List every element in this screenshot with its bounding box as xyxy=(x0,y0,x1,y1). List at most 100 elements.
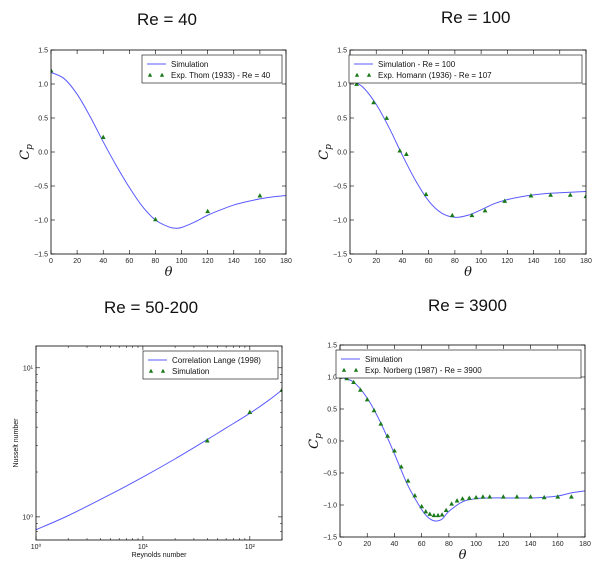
chart-0-data-point xyxy=(257,193,263,198)
chart-0-yaxis-label: Cp xyxy=(18,144,35,160)
chart-0-xtick-label: 100 xyxy=(176,258,188,265)
chart-1-data-point xyxy=(548,192,553,197)
chart-0: 0 20 40 60 80 100 120 140 160 180 −1.5 −1.0 −0.5 0.0 0… xyxy=(18,48,292,281)
chart-3-legend-marker-swatch xyxy=(341,367,347,372)
chart-3-data-point xyxy=(555,494,561,499)
chart-3-data-point xyxy=(412,493,418,498)
chart-3-legend-box xyxy=(335,349,582,379)
chart-3-xtick-label: 160 xyxy=(552,541,564,548)
chart-1-xtick-label: 140 xyxy=(528,258,540,265)
chart-1-ytick-label: −1.0 xyxy=(333,218,347,225)
chart-3-series-line xyxy=(340,376,585,522)
chart-3-data-point xyxy=(392,448,397,453)
chart-0-xaxis-label: θ xyxy=(165,265,173,280)
chart-3-yaxis-label-subscript: p xyxy=(314,433,324,439)
chart-3-ytick-label: 0.5 xyxy=(327,407,337,414)
chart-3-xtick-label: 140 xyxy=(525,541,537,548)
chart-1-plot-area xyxy=(350,77,586,218)
chart-1-xtick-label: 80 xyxy=(451,258,459,265)
chart-2-legend-entry: Simulation xyxy=(172,367,209,376)
chart-0-legend-marker-swatch xyxy=(159,72,165,77)
chart-3-data-point xyxy=(449,501,455,506)
chart-3-yaxis-label: Cp xyxy=(307,433,324,449)
chart-1-legend-box xyxy=(348,54,583,84)
chart-0-ytick-label: 1.5 xyxy=(38,48,48,55)
chart-0-legend-entry: Exp. Thom (1933) - Re = 40 xyxy=(171,71,271,80)
chart-0-ytick-label: 0.0 xyxy=(38,150,48,157)
chart-1-data-point xyxy=(384,115,390,120)
chart-3-data-point xyxy=(358,387,363,392)
chart-0-legend-marker-swatch xyxy=(147,72,153,77)
chart-0-ytick-label: −1.5 xyxy=(34,252,48,259)
chart-3-data-point xyxy=(431,512,437,518)
chart-2-plot-area xyxy=(36,387,282,531)
chart-3-xtick-label: 60 xyxy=(418,541,426,548)
chart-0-xtick-label: 160 xyxy=(254,258,266,265)
chart-3-data-point xyxy=(541,494,547,500)
chart-1-xtick-label: 40 xyxy=(399,258,407,265)
chart-2-data-point xyxy=(204,438,210,443)
chart-3-plot-area xyxy=(340,374,585,522)
chart-3-data-point xyxy=(454,498,460,503)
chart-3-data-point xyxy=(398,464,404,469)
chart-3-xtick-label: 120 xyxy=(497,541,509,548)
chart-3-xtick-label: 180 xyxy=(579,541,591,548)
chart-0-series-line xyxy=(51,71,286,229)
chart-3-xaxis-label: θ xyxy=(459,548,467,563)
chart-2-legend-box xyxy=(142,350,279,380)
chart-2-xtick-label: 10² xyxy=(245,544,256,551)
chart-3-data-point xyxy=(480,494,486,499)
chart-2-ytick-label: 10⁰ xyxy=(22,513,33,521)
chart-3-xtick-label: 40 xyxy=(391,541,399,548)
chart-1-yaxis-label-subscript: p xyxy=(324,144,334,150)
chart-1-legend-marker-swatch xyxy=(366,72,372,77)
chart-0-xtick-label: 0 xyxy=(49,258,53,265)
chart-title-re3900: Re = 3900 xyxy=(428,296,507,315)
chart-1-ytick-label: 1.0 xyxy=(337,82,347,89)
chart-0-xtick-label: 140 xyxy=(228,258,240,265)
chart-3-legend-entry: Exp. Norberg (1987) - Re = 3900 xyxy=(365,366,482,375)
chart-3-data-point xyxy=(351,379,357,385)
chart-3-data-point xyxy=(466,495,472,500)
chart-1-data-point xyxy=(482,208,488,213)
chart-3-ytick-label: 1.5 xyxy=(327,343,337,350)
chart-1-data-point xyxy=(403,151,409,156)
chart-1-data-point xyxy=(502,198,508,203)
chart-3-data-point xyxy=(443,507,449,513)
chart-0-xtick-label: 40 xyxy=(99,258,107,265)
chart-1-data-point xyxy=(583,193,586,199)
chart-3-data-point xyxy=(500,494,506,499)
chart-1-ytick-label: −1.5 xyxy=(333,252,347,259)
chart-3-data-point xyxy=(364,397,370,402)
chart-0-ytick-label: 1.0 xyxy=(38,82,48,89)
chart-3-data-point xyxy=(423,509,429,514)
chart-3-data-point xyxy=(568,494,574,499)
chart-1-legend-entry: Exp. Homann (1936) - Re = 107 xyxy=(378,71,492,80)
chart-2-legend-marker-swatch xyxy=(160,368,166,373)
chart-3-data-point xyxy=(473,494,479,500)
chart-3-data-point xyxy=(460,496,465,501)
chart-1-data-point xyxy=(397,148,403,153)
chart-3-data-point xyxy=(419,503,425,509)
chart-0-legend-box xyxy=(141,54,283,84)
chart-3-data-point xyxy=(378,421,384,426)
chart-1-data-point xyxy=(371,99,376,105)
chart-3-xtick-label: 80 xyxy=(445,541,453,548)
chart-0-data-point xyxy=(205,208,211,214)
chart-0-yaxis-label-subscript: p xyxy=(25,144,35,150)
chart-1-series-line xyxy=(350,78,586,218)
chart-0-ytick-label: 0.5 xyxy=(38,116,48,123)
chart-3-ytick-label: −1.5 xyxy=(323,535,337,542)
chart-3-ytick-label: −1.0 xyxy=(323,503,337,510)
chart-2-yaxis-label: Nusselt number xyxy=(13,418,20,468)
chart-0-xtick-label: 180 xyxy=(280,258,292,265)
chart-3-ytick-label: 0.0 xyxy=(327,439,337,446)
chart-2-series-line xyxy=(36,389,282,531)
chart-2-data-point xyxy=(247,409,253,414)
chart-1-legend-entry: Simulation - Re = 100 xyxy=(378,60,456,69)
chart-3-data-point xyxy=(405,478,411,483)
chart-1-xtick-label: 180 xyxy=(580,258,592,265)
chart-1-xtick-label: 60 xyxy=(425,258,433,265)
